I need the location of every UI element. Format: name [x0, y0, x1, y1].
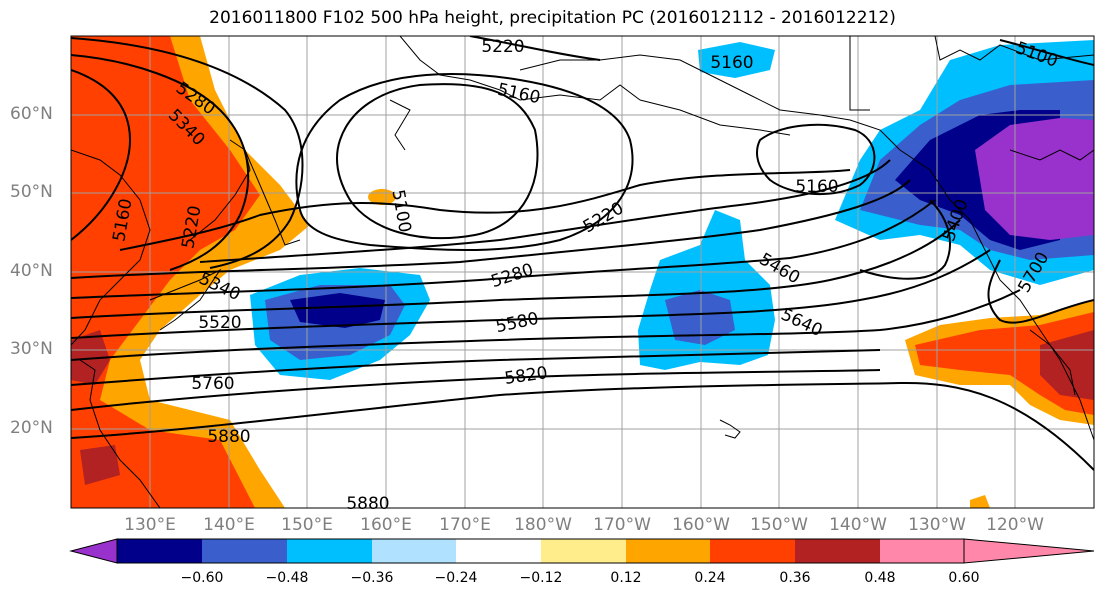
- precip-positive-west-north: [71, 36, 100, 110]
- colorbar-bin: [710, 539, 795, 563]
- plot-title: 2016011800 F102 500 hPa height, precipit…: [209, 8, 896, 28]
- colorbar-bin: [202, 539, 287, 563]
- contour-label: 5880: [207, 427, 250, 447]
- colorbar-bin: [880, 539, 964, 563]
- lon-label: 120°W: [986, 515, 1044, 535]
- colorbar-tick-label: 0.24: [694, 570, 726, 586]
- colorbar-extend-min: [69, 538, 118, 564]
- colorbar-bin: [456, 539, 541, 563]
- colorbar-tick-label: 0.36: [779, 570, 811, 586]
- colorbar-bin: [287, 539, 372, 563]
- lon-label: 130°W: [908, 515, 966, 535]
- colorbar-bin: [372, 539, 456, 563]
- colorbar-tick-label: −0.24: [434, 570, 478, 586]
- lat-label: 20°N: [10, 418, 53, 438]
- colorbar-bin: [117, 539, 202, 563]
- lon-label: 170°W: [593, 515, 651, 535]
- lon-label: 140°E: [203, 515, 255, 535]
- contour-label: 5160: [795, 177, 838, 197]
- colorbar-tick-label: −0.36: [350, 570, 394, 586]
- contour-label: 5880: [346, 494, 389, 514]
- contour-label: 5160: [710, 53, 753, 73]
- colorbar-extend-max: [963, 538, 1095, 564]
- colorbar-tick-label: −0.60: [180, 570, 224, 586]
- lon-label: 160°E: [360, 515, 412, 535]
- colorbar: [69, 538, 1095, 564]
- map-frame: [70, 35, 1095, 509]
- contour-label: 5760: [191, 374, 234, 394]
- lat-label: 30°N: [10, 339, 53, 359]
- colorbar-bin: [626, 539, 710, 563]
- lon-label: 150°W: [750, 515, 808, 535]
- precip-negative-north-blob: [698, 42, 775, 78]
- coastlines: [71, 36, 1094, 508]
- precip-negative-eastcentral-core: [665, 290, 735, 345]
- precip-negative-central-core: [290, 293, 385, 328]
- contour-label: 5520: [198, 313, 241, 333]
- colorbar-tick-label: −0.12: [519, 570, 563, 586]
- precip-positive-east-core: [1040, 330, 1094, 400]
- lat-label: 50°N: [10, 182, 53, 202]
- contour-label: 5220: [481, 37, 524, 57]
- lon-label: 160°W: [672, 515, 730, 535]
- lat-label: 60°N: [10, 104, 53, 124]
- lon-label: 180°W: [514, 515, 572, 535]
- colorbar-tick-label: −0.48: [265, 570, 309, 586]
- lon-label: 150°E: [281, 515, 333, 535]
- lat-label: 40°N: [10, 261, 53, 281]
- colorbar-bin: [541, 539, 626, 563]
- precip-negative-northeast-core: [975, 118, 1094, 240]
- height-contours: [71, 36, 1094, 471]
- lon-label: 140°W: [829, 515, 887, 535]
- colorbar-tick-label: 0.12: [610, 570, 642, 586]
- precip-negative-eastcentral: [638, 210, 775, 370]
- precip-positive-southeast-blob: [970, 495, 990, 508]
- precip-positive-west-core: [71, 330, 110, 385]
- precip-positive-east-inner: [915, 312, 1094, 415]
- lon-label: 170°E: [439, 515, 491, 535]
- precip-shading: [71, 36, 1094, 508]
- colorbar-tick-label: 0.60: [948, 570, 980, 586]
- colorbar-tick-label: 0.48: [864, 570, 896, 586]
- precip-positive-west-core2: [80, 445, 120, 485]
- colorbar-bin: [795, 539, 880, 563]
- lon-label: 130°E: [124, 515, 176, 535]
